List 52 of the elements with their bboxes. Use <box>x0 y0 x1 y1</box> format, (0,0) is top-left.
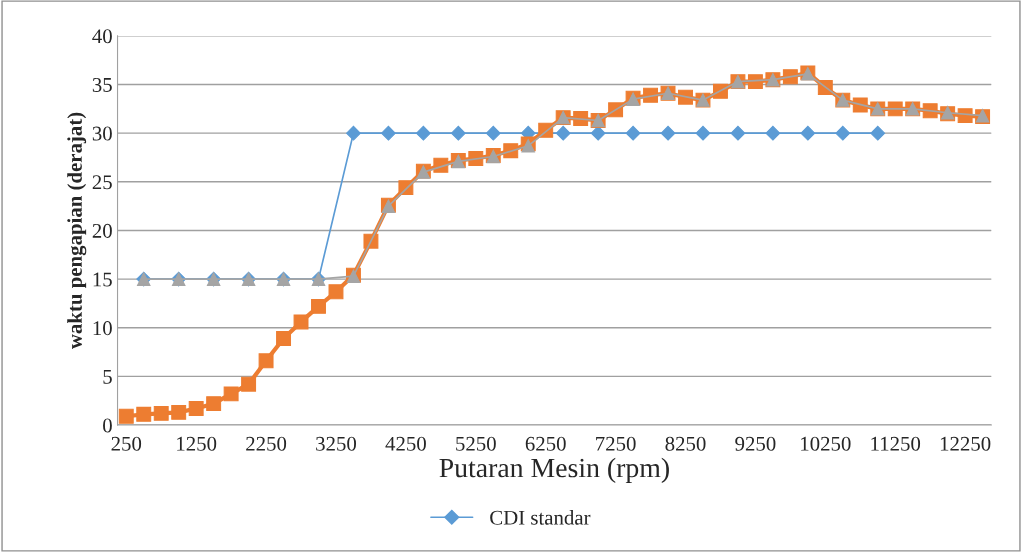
x-tick-label: 2250 <box>246 436 287 451</box>
point <box>346 125 361 141</box>
y-tick-label: 15 <box>93 272 112 287</box>
x-tick-label: 9250 <box>735 436 776 451</box>
legend-label: CDI standar <box>490 510 591 525</box>
y-tick-label: 10 <box>93 321 112 336</box>
x-tick-label: 8250 <box>665 436 706 451</box>
x-tick-label: 5250 <box>456 436 496 451</box>
x-tick-label: 12250 <box>940 436 991 451</box>
point <box>765 125 781 141</box>
x-tick-label: 250 <box>111 436 142 451</box>
point <box>293 314 309 330</box>
point <box>730 125 746 141</box>
point <box>870 125 886 141</box>
point <box>381 125 396 141</box>
y-tick-label: 25 <box>92 175 112 190</box>
x-tick-label: 10250 <box>801 436 851 451</box>
point <box>555 125 571 141</box>
y-tick-label: 40 <box>92 29 112 44</box>
point <box>835 125 851 141</box>
point <box>415 125 431 141</box>
x-tick-label: 7250 <box>596 436 636 451</box>
point <box>188 401 204 416</box>
point <box>800 125 816 141</box>
x-axis-title: Putaran Mesin (rpm) <box>439 457 669 484</box>
x-tick-label: 3250 <box>316 436 357 451</box>
point <box>328 284 344 300</box>
point <box>153 405 169 421</box>
y-tick-label: 35 <box>92 77 112 92</box>
x-tick-label: 4250 <box>385 436 426 451</box>
y-tick-label: 30 <box>92 126 112 141</box>
y-tick-label: 20 <box>92 223 112 238</box>
y-axis-title: waktu pengapian (derajat) <box>67 112 87 350</box>
point <box>311 298 326 314</box>
point <box>450 125 466 141</box>
point <box>136 406 152 422</box>
point <box>171 404 187 420</box>
x-tick-label: 11250 <box>871 436 921 451</box>
point <box>485 125 501 141</box>
point <box>695 125 711 141</box>
point <box>223 386 239 402</box>
x-tick-label: 6250 <box>525 436 566 451</box>
y-tick-label: 0 <box>103 418 112 433</box>
x-tick-label: 1250 <box>177 436 217 451</box>
point <box>625 125 641 141</box>
y-tick-label: 5 <box>103 369 112 384</box>
point <box>118 408 134 424</box>
point <box>258 353 274 369</box>
point <box>241 376 257 392</box>
point <box>276 330 292 346</box>
point <box>206 396 222 412</box>
point <box>660 125 676 141</box>
